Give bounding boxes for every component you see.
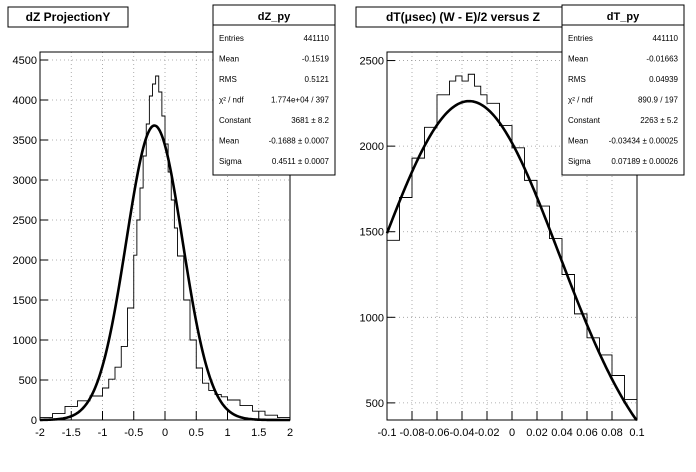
stats-box [212,4,336,176]
x-tick-label: -0.06 [424,427,449,439]
y-tick-label: 4000 [13,95,37,107]
chart-panel-1: -2 -1.5 -1 -0.5 0 0.5 1 1.5 2 0 500 1000 1500 2000 250… [7,4,336,439]
stats-label: RMS [219,75,237,84]
stats-label: Sigma [219,157,242,166]
stats-value: 1.774e+04 / 397 [271,96,330,105]
x-tick-label: 0.04 [551,427,572,439]
fit-curve [385,99,638,422]
stats-value: 2263 ± 5.2 [640,116,678,125]
y-tick-label: 1500 [360,227,384,239]
stats-value: -0.03434 ± 0.00025 [609,137,679,146]
stats-value: 441110 [303,34,329,43]
x-tick-label: 0.1 [629,427,644,439]
chart-title: dT(μsec) (W - E)/2 versus Z [386,10,540,24]
y-tick-label: 500 [366,398,384,410]
x-tick-label: -0.5 [124,427,143,439]
stats-value: 3681 ± 8.2 [291,116,329,125]
x-tick-label: -1.5 [62,427,81,439]
x-tick-label: 0 [509,427,515,439]
x-tick-label: 0.08 [601,427,622,439]
y-tick-label: 2500 [13,215,37,227]
stats-value: 0.07189 ± 0.00026 [611,157,678,166]
x-tick-label: 0.06 [576,427,597,439]
histogram-line [387,73,638,417]
stats-label: Mean [219,55,239,64]
stats-value: -0.1519 [302,55,330,64]
stats-label: Mean [568,55,588,64]
stats-value: -0.1688 ± 0.0007 [269,137,330,146]
stats-label: Constant [568,116,601,125]
stats-label: Mean [568,137,588,146]
stats-label: Mean [219,137,239,146]
chart-title: dZ ProjectionY [26,10,111,24]
stats-label: Entries [568,34,593,43]
chart-panel-2: -0.1 -0.08 -0.06 -0.04 -0.02 0 0.02 0.04 0.06 0.0… [355,4,685,439]
y-tick-label: 0 [31,415,37,427]
x-tick-label: -1 [98,427,108,439]
stats-value: 441110 [652,34,678,43]
stats-value: 890.9 / 197 [638,96,679,105]
stats-value: -0.01663 [646,55,678,64]
x-tick-label: 1.5 [251,427,266,439]
x-tick-label: -0.02 [474,427,499,439]
stats-label: RMS [568,75,586,84]
y-tick-label: 1000 [13,335,37,347]
stats-value: 0.04939 [649,75,678,84]
y-tick-label: 2000 [13,255,37,267]
stats-label: χ² / ndf [568,96,593,105]
stats-label: Constant [219,116,252,125]
y-tick-label: 2500 [360,56,384,68]
stats-value: 0.4511 ± 0.0007 [272,157,330,166]
x-tick-label: -0.1 [378,427,397,439]
y-tick-label: 1000 [360,312,384,324]
stats-label: Sigma [568,157,591,166]
histogram-line [40,75,291,419]
x-tick-label: -2 [35,427,45,439]
y-tick-label: 1500 [13,295,37,307]
stats-name: dT_py [607,11,640,23]
x-tick-label: 1 [224,427,230,439]
stats-box [561,4,685,176]
y-tick-label: 4500 [13,55,37,67]
x-tick-label: 0.5 [189,427,204,439]
y-tick-label: 3000 [13,175,37,187]
x-tick-label: -0.08 [399,427,424,439]
stats-name: dZ_py [258,11,291,23]
stats-label: χ² / ndf [219,96,244,105]
stats-value: 0.5121 [305,75,330,84]
x-tick-label: 2 [287,427,293,439]
y-tick-label: 3500 [13,135,37,147]
x-tick-label: 0.02 [526,427,547,439]
y-tick-label: 500 [19,375,37,387]
x-tick-label: -0.04 [449,427,474,439]
fit-curve [39,124,290,422]
stats-label: Entries [219,34,244,43]
x-tick-label: 0 [162,427,168,439]
y-tick-label: 2000 [360,141,384,153]
title-box [7,6,129,28]
